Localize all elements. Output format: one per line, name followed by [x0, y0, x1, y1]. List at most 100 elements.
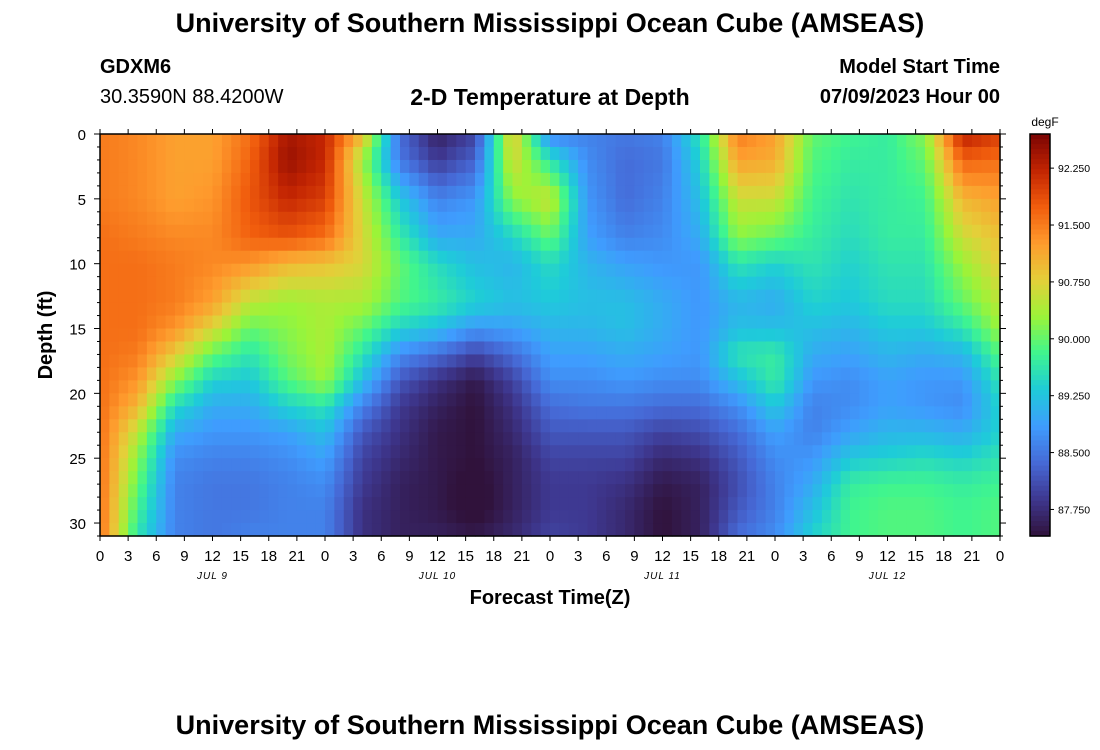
- heatmap-cell: [653, 328, 664, 343]
- heatmap-cell: [306, 211, 317, 226]
- heatmap-cell: [568, 146, 579, 161]
- heatmap-cell: [971, 354, 982, 369]
- heatmap-cell: [325, 328, 335, 343]
- heatmap-cell: [953, 432, 964, 446]
- heatmap-cell: [896, 471, 907, 485]
- heatmap-cell: [793, 432, 804, 446]
- heatmap-cell: [221, 302, 232, 317]
- heatmap-cell: [784, 276, 795, 291]
- heatmap-cell: [896, 393, 907, 407]
- heatmap-cell: [625, 341, 635, 356]
- heatmap-cell: [240, 432, 251, 446]
- heatmap-cell: [821, 523, 832, 537]
- heatmap-cell: [521, 393, 532, 407]
- heatmap-cell: [353, 263, 364, 278]
- heatmap-cell: [850, 393, 860, 407]
- heatmap-cell: [446, 159, 457, 174]
- heatmap-cell: [137, 432, 148, 446]
- heatmap-cell: [203, 302, 214, 317]
- heatmap-cell: [109, 237, 120, 252]
- heatmap-cell: [934, 497, 945, 511]
- heatmap-cell: [662, 263, 673, 278]
- heatmap-cell: [325, 419, 335, 433]
- heatmap-cell: [925, 510, 935, 524]
- heatmap-cell: [718, 315, 729, 330]
- heatmap-cell: [953, 237, 964, 252]
- heatmap-cell: [259, 224, 270, 239]
- x-tick-label: 6: [827, 548, 835, 565]
- heatmap-cell: [465, 419, 476, 433]
- heatmap-cell: [146, 315, 157, 330]
- heatmap-cell: [540, 367, 551, 381]
- heatmap-cell: [203, 445, 214, 459]
- heatmap-cell: [868, 224, 879, 239]
- heatmap-cell: [615, 276, 626, 291]
- heatmap-cell: [662, 419, 673, 433]
- heatmap-cell: [821, 497, 832, 511]
- heatmap-cell: [765, 198, 776, 213]
- heatmap-cell: [465, 289, 476, 304]
- heatmap-cell: [512, 172, 523, 187]
- heatmap-cell: [287, 172, 298, 187]
- heatmap-cell: [437, 172, 448, 187]
- heatmap-cell: [615, 302, 626, 317]
- heatmap-cell: [803, 250, 814, 265]
- heatmap-cell: [840, 367, 851, 381]
- heatmap-cell: [465, 263, 476, 278]
- heatmap-cell: [353, 471, 364, 485]
- heatmap-cell: [746, 445, 757, 459]
- heatmap-cell: [596, 159, 607, 174]
- heatmap-cell: [268, 510, 279, 524]
- heatmap-cell: [878, 419, 889, 433]
- heatmap-cell: [484, 497, 495, 511]
- heatmap-cell: [446, 302, 457, 317]
- heatmap-cell: [878, 484, 889, 498]
- heatmap-cell: [981, 211, 992, 226]
- heatmap-cell: [446, 172, 457, 187]
- heatmap-cell: [193, 523, 204, 537]
- heatmap-cell: [503, 134, 514, 148]
- heatmap-cell: [287, 445, 298, 459]
- heatmap-cell: [381, 185, 392, 200]
- heatmap-cell: [193, 237, 204, 252]
- heatmap-cell: [550, 250, 560, 265]
- heatmap-cell: [100, 354, 110, 369]
- heatmap-cell: [990, 237, 1001, 252]
- heatmap-cell: [925, 367, 935, 381]
- heatmap-cell: [278, 224, 289, 239]
- heatmap-cell: [193, 484, 204, 498]
- heatmap-cell: [371, 380, 382, 394]
- heatmap-cell: [859, 185, 870, 200]
- heatmap-cell: [578, 302, 589, 317]
- heatmap-cell: [653, 211, 664, 226]
- heatmap-cell: [521, 224, 532, 239]
- heatmap-cell: [400, 393, 410, 407]
- heatmap-cell: [896, 484, 907, 498]
- heatmap-cell: [315, 224, 326, 239]
- heatmap-cell: [653, 224, 664, 239]
- heatmap-cell: [146, 263, 157, 278]
- heatmap-cell: [371, 510, 382, 524]
- heatmap-cell: [568, 510, 579, 524]
- heatmap-cell: [606, 445, 617, 459]
- heatmap-cell: [718, 185, 729, 200]
- heatmap-cell: [981, 224, 992, 239]
- heatmap-cell: [596, 224, 607, 239]
- heatmap-cell: [559, 276, 570, 291]
- colorbar-segment: [1030, 314, 1050, 321]
- heatmap-cell: [925, 198, 935, 213]
- heatmap-cell: [606, 224, 617, 239]
- heatmap-cell: [990, 289, 1001, 304]
- heatmap-cell: [934, 315, 945, 330]
- heatmap-cell: [146, 134, 157, 148]
- heatmap-cell: [868, 315, 879, 330]
- heatmap-cell: [981, 510, 992, 524]
- heatmap-cell: [456, 471, 467, 485]
- colorbar-segment: [1030, 214, 1050, 221]
- heatmap-cell: [615, 289, 626, 304]
- heatmap-cell: [325, 497, 335, 511]
- x-tick-label: 21: [514, 548, 531, 565]
- heatmap-cell: [550, 146, 560, 161]
- heatmap-cell: [456, 289, 467, 304]
- heatmap-cell: [184, 354, 195, 369]
